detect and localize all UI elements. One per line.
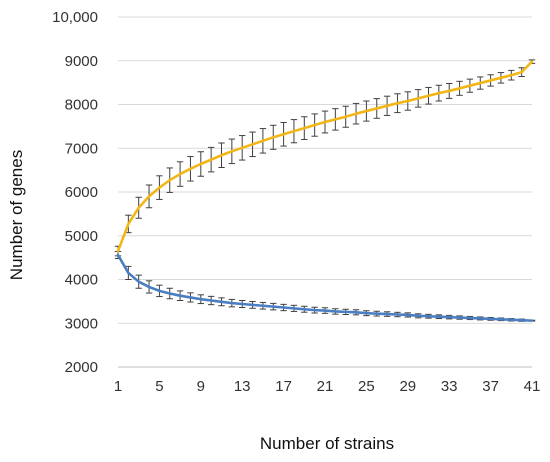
series-line-1 [116, 253, 534, 322]
error-bars [114, 59, 536, 322]
x-axis-title: Number of strains [260, 434, 394, 453]
x-tick-label-4: 17 [275, 378, 292, 395]
y-tick-label-2: 4000 [65, 272, 98, 289]
x-tick-label-3: 13 [234, 378, 251, 395]
x-tick-label-7: 29 [399, 378, 416, 395]
series-line-0 [116, 60, 534, 253]
x-tick-label-9: 37 [482, 378, 499, 395]
series-lines [116, 60, 534, 322]
y-tick-label-4: 6000 [65, 184, 98, 201]
x-tick-label-1: 5 [155, 378, 163, 395]
y-tick-label-8: 10,000 [52, 9, 98, 26]
gridlines [118, 16, 532, 324]
y-tick-label-1: 3000 [65, 315, 98, 332]
x-tick-label-10: 41 [524, 378, 541, 395]
x-tick-labels: 1 5 9 13 17 21 25 29 33 37 41 [114, 378, 541, 395]
x-tick-label-6: 25 [358, 378, 375, 395]
x-tick-label-2: 9 [197, 378, 205, 395]
y-tick-label-5: 7000 [65, 140, 98, 157]
y-tick-label-0: 2000 [65, 359, 98, 376]
y-tick-label-6: 8000 [65, 97, 98, 114]
y-tick-labels: 2000 3000 4000 5000 6000 7000 8000 9000 10,000 [52, 9, 98, 376]
x-tick-label-8: 33 [441, 378, 458, 395]
x-tick-label-0: 1 [114, 378, 122, 395]
y-tick-label-3: 5000 [65, 228, 98, 245]
x-tick-label-5: 21 [317, 378, 334, 395]
y-axis-title: Number of genes [7, 150, 26, 280]
y-tick-label-7: 9000 [65, 53, 98, 70]
